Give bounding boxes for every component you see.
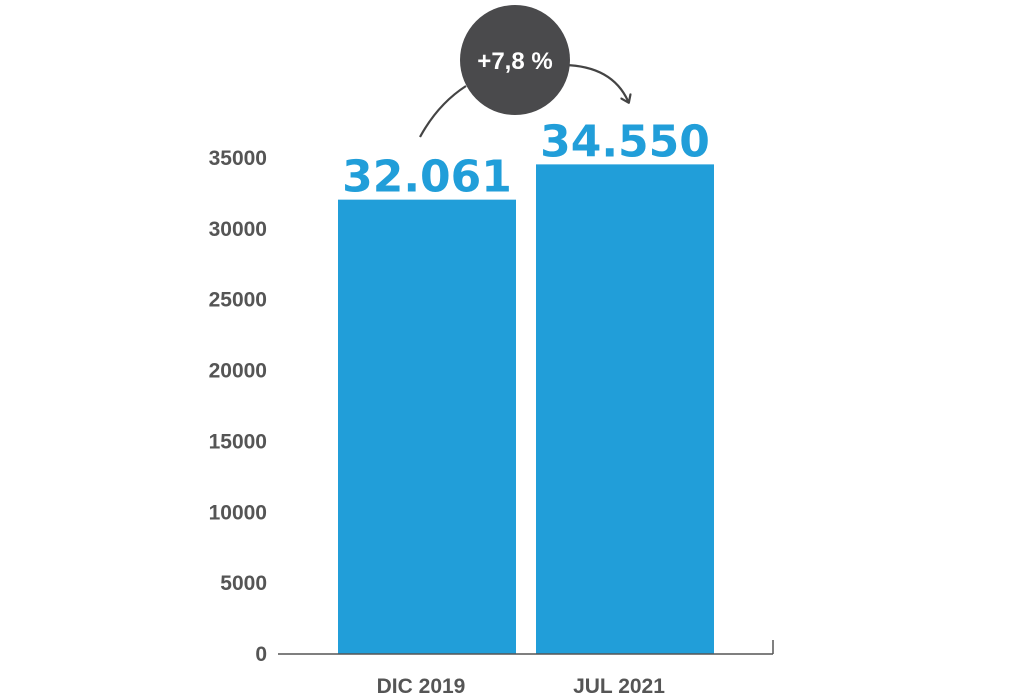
category-labels: DIC 2019 JUL 2021	[377, 675, 666, 696]
bar	[536, 164, 714, 654]
arrow-arc-right	[563, 63, 628, 101]
arrow-arc-left	[419, 85, 467, 138]
axes	[278, 640, 774, 655]
value-labels: 32.061 34.550	[342, 116, 710, 202]
y-tick-label: 30000	[209, 218, 267, 241]
y-tick-label: 10000	[209, 501, 267, 524]
y-tick-label: 35000	[209, 147, 267, 170]
y-axis-ticks: 0 5000 10000 15000 20000 25000 30000 35000	[209, 147, 267, 666]
y-tick-label: 20000	[209, 360, 267, 383]
growth-annotation: +7,8 %	[419, 5, 628, 138]
bars	[338, 164, 714, 654]
value-label: 34.550	[540, 116, 710, 167]
y-tick-label: 5000	[220, 572, 267, 595]
growth-badge	[460, 5, 570, 115]
category-label: JUL 2021	[573, 675, 665, 696]
y-tick-label: 15000	[209, 430, 267, 453]
value-label: 32.061	[342, 152, 512, 203]
bar	[338, 199, 516, 654]
growth-badge-label: +7,8 %	[477, 48, 552, 75]
y-tick-label: 25000	[209, 289, 267, 312]
category-label: DIC 2019	[377, 675, 466, 696]
y-tick-label: 0	[255, 643, 267, 666]
